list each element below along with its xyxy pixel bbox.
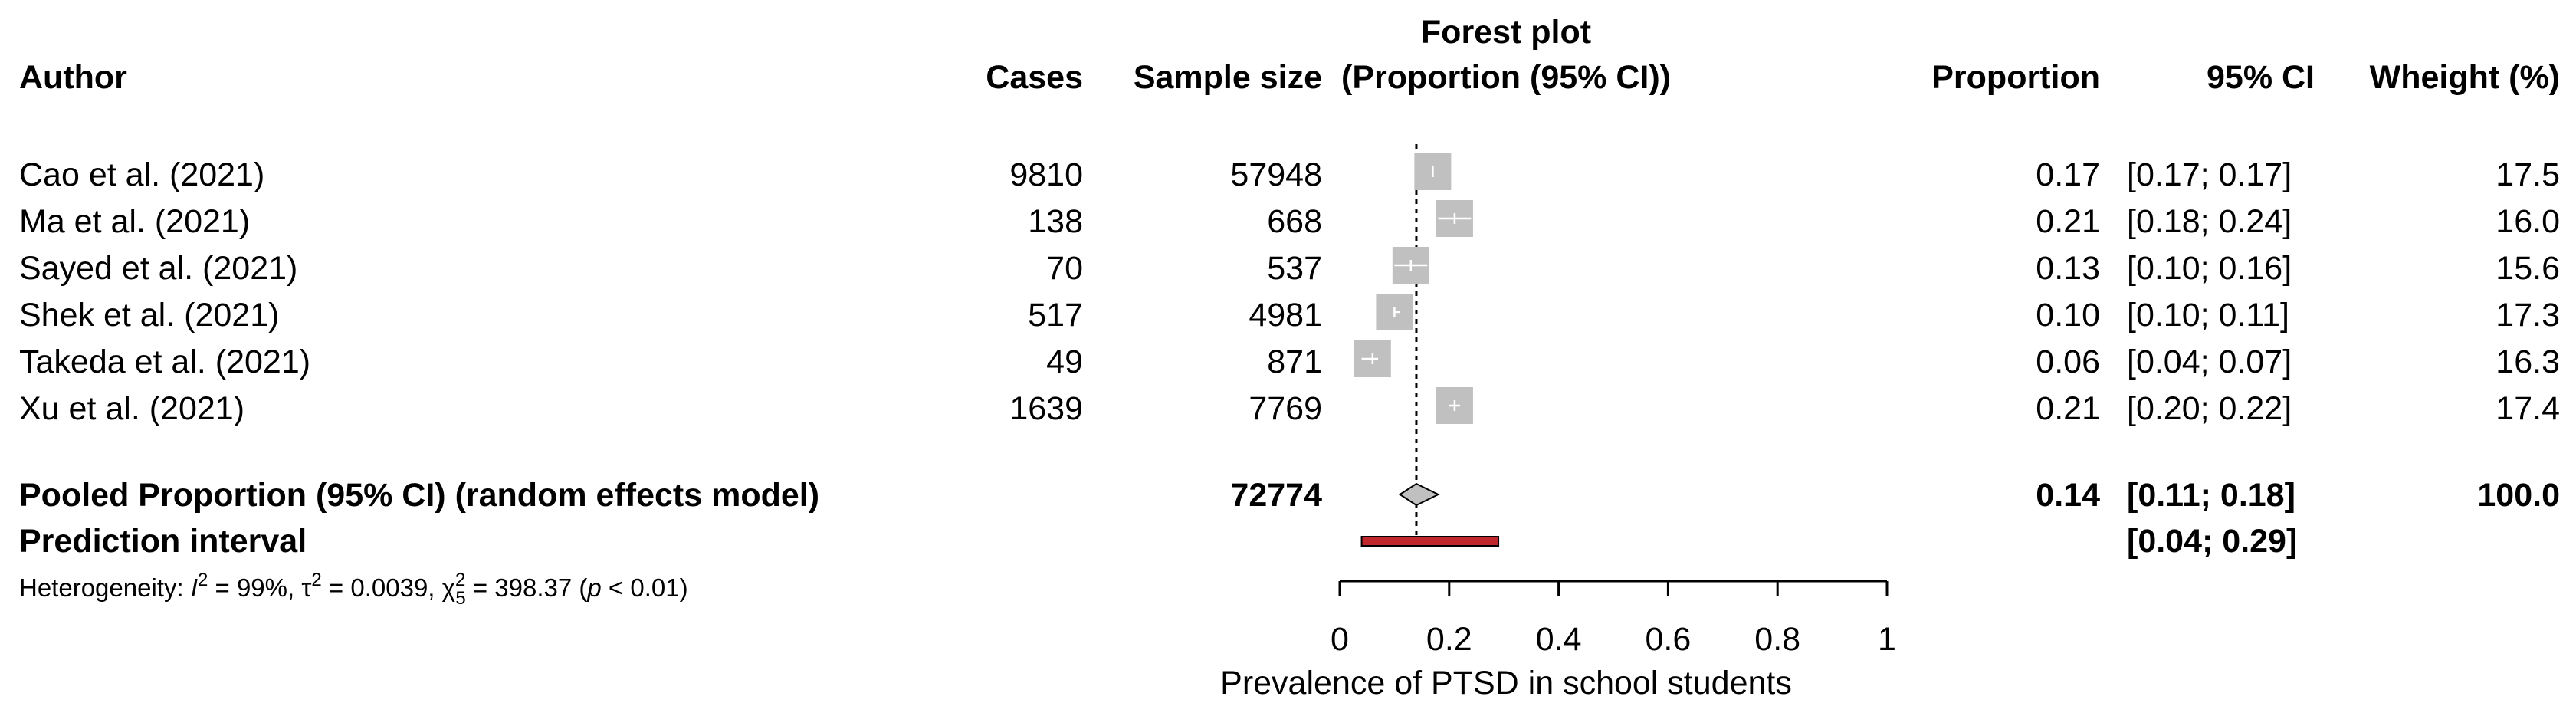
x-tick-label: 0.6 xyxy=(1646,621,1692,658)
study-rows: Cao et al. (2021) 9810 57948 0.17 [0.17; 0.1… xyxy=(19,156,2560,427)
header-proportion: Proportion xyxy=(1931,59,2100,96)
prediction-label: Prediction interval xyxy=(19,523,307,560)
study-cases: 49 xyxy=(1046,343,1083,380)
header-weight: Wheight (%) xyxy=(2370,59,2560,96)
x-tick-label: 0.4 xyxy=(1536,621,1582,658)
study-ci: [0.17; 0.17] xyxy=(2127,156,2292,193)
x-tick-label: 0.2 xyxy=(1426,621,1472,658)
study-proportion: 0.13 xyxy=(2036,250,2100,287)
study-ci: [0.10; 0.16] xyxy=(2127,250,2292,287)
study-weight: 17.4 xyxy=(2496,390,2560,427)
study-author: Sayed et al. (2021) xyxy=(19,250,297,287)
study-weight: 15.6 xyxy=(2496,250,2560,287)
study-ci: [0.04; 0.07] xyxy=(2127,343,2292,380)
study-sample: 57948 xyxy=(1230,156,1322,193)
study-cases: 9810 xyxy=(1009,156,1083,193)
plot-title: Forest plot xyxy=(1421,14,1591,51)
study-ci: [0.20; 0.22] xyxy=(2127,390,2292,427)
study-sample: 4981 xyxy=(1249,297,1322,334)
pooled-sample: 72774 xyxy=(1230,477,1322,514)
header-cases: Cases xyxy=(986,59,1083,96)
pooled-proportion: 0.14 xyxy=(2036,477,2100,514)
header-author: Author xyxy=(19,59,127,96)
pooled-ci: [0.11; 0.18] xyxy=(2127,477,2295,514)
plot-subtitle: (Proportion (95% CI)) xyxy=(1341,59,1671,96)
study-proportion: 0.21 xyxy=(2036,390,2100,427)
study-cases: 1639 xyxy=(1009,390,1083,427)
study-author: Takeda et al. (2021) xyxy=(19,343,310,380)
study-sample: 668 xyxy=(1267,203,1322,240)
pooled-weight: 100.0 xyxy=(2477,477,2560,514)
study-author: Xu et al. (2021) xyxy=(19,390,244,427)
study-weight: 16.0 xyxy=(2496,203,2560,240)
header-ci: 95% CI xyxy=(2207,59,2315,96)
study-author: Cao et al. (2021) xyxy=(19,156,264,193)
study-proportion: 0.17 xyxy=(2036,156,2100,193)
x-axis: 0 0.2 0.4 0.6 0.8 1 xyxy=(1331,580,1896,658)
plot-marks xyxy=(1354,144,1500,547)
study-sample: 7769 xyxy=(1249,390,1322,427)
pooled-diamond xyxy=(1398,482,1440,507)
header-sample-size: Sample size xyxy=(1134,59,1322,96)
study-cases: 138 xyxy=(1028,203,1083,240)
study-sample: 537 xyxy=(1267,250,1322,287)
prediction-ci: [0.04; 0.29] xyxy=(2127,523,2297,560)
study-proportion: 0.21 xyxy=(2036,203,2100,240)
study-sample: 871 xyxy=(1267,343,1322,380)
x-axis-label: Prevalence of PTSD in school students xyxy=(1220,665,1792,702)
study-cases: 517 xyxy=(1028,297,1083,334)
study-proportion: 0.10 xyxy=(2036,297,2100,334)
study-author: Shek et al. (2021) xyxy=(19,297,279,334)
study-author: Ma et al. (2021) xyxy=(19,203,250,240)
study-weight: 17.5 xyxy=(2496,156,2560,193)
study-weight: 16.3 xyxy=(2496,343,2560,380)
study-ci: [0.18; 0.24] xyxy=(2127,203,2292,240)
heterogeneity-text: Heterogeneity: I2 = 99%, τ2 = 0.0039, χ2… xyxy=(19,570,688,609)
study-ci: [0.10; 0.11] xyxy=(2127,297,2289,334)
x-tick-label: 1 xyxy=(1878,621,1896,658)
study-weight: 17.3 xyxy=(2496,297,2560,334)
pooled-label: Pooled Proportion (95% CI) (random effec… xyxy=(19,477,819,514)
study-cases: 70 xyxy=(1046,250,1083,287)
x-tick-label: 0 xyxy=(1331,621,1349,658)
x-tick-label: 0.8 xyxy=(1754,621,1800,658)
study-proportion: 0.06 xyxy=(2036,343,2100,380)
prediction-bar xyxy=(1360,536,1500,547)
